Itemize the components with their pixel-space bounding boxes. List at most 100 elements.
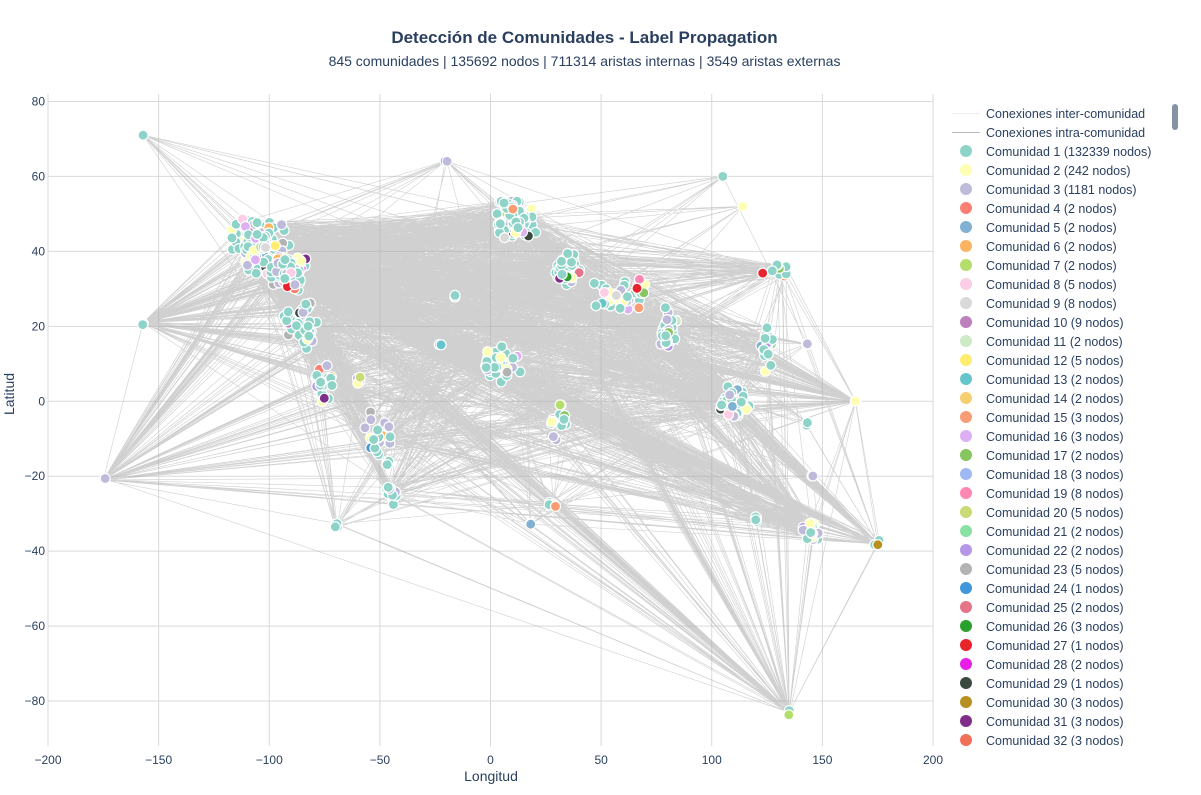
node-point[interactable]: [546, 416, 558, 428]
node-point[interactable]: [562, 247, 574, 260]
legend-scrollbar[interactable]: [1172, 104, 1178, 746]
node-point[interactable]: [372, 424, 384, 436]
node-point[interactable]: [289, 279, 301, 291]
node-point[interactable]: [757, 267, 769, 279]
node-point[interactable]: [279, 254, 291, 266]
legend-item[interactable]: Comunidad 21 (2 nodos): [950, 522, 1172, 541]
node-point[interactable]: [507, 352, 519, 364]
node-point[interactable]: [507, 203, 519, 215]
legend-item[interactable]: Comunidad 8 (5 nodos): [950, 275, 1172, 294]
node-point[interactable]: [365, 414, 377, 426]
node-point[interactable]: [226, 232, 238, 244]
node-point[interactable]: [495, 351, 507, 364]
node-point[interactable]: [555, 255, 568, 267]
legend-item[interactable]: Comunidad 30 (3 nodos): [950, 693, 1172, 712]
node-point[interactable]: [302, 320, 314, 332]
node-point[interactable]: [303, 330, 315, 342]
legend-item[interactable]: Comunidad 9 (8 nodos): [950, 294, 1172, 313]
node-point[interactable]: [382, 481, 394, 493]
node-point[interactable]: [295, 255, 307, 267]
node-point[interactable]: [435, 339, 447, 351]
node-point[interactable]: [717, 170, 729, 182]
node-point[interactable]: [383, 421, 395, 433]
legend-item[interactable]: Comunidad 2 (242 nodos): [950, 161, 1172, 180]
node-point[interactable]: [661, 314, 673, 326]
node-point[interactable]: [259, 241, 272, 254]
node-point[interactable]: [633, 302, 645, 314]
legend-item[interactable]: Comunidad 10 (9 nodos): [950, 313, 1172, 332]
node-point[interactable]: [326, 379, 338, 392]
legend-item[interactable]: Comunidad 13 (2 nodos): [950, 370, 1172, 389]
legend-scroll-thumb[interactable]: [1172, 104, 1178, 130]
node-point[interactable]: [659, 302, 672, 314]
legend-item[interactable]: Comunidad 1 (132339 nodos): [950, 142, 1172, 161]
node-point[interactable]: [269, 240, 281, 252]
node-point[interactable]: [276, 219, 288, 231]
node-point[interactable]: [801, 338, 813, 350]
node-point[interactable]: [715, 399, 728, 411]
legend-item[interactable]: Comunidad 6 (2 nodos): [950, 237, 1172, 256]
node-point[interactable]: [614, 302, 626, 314]
node-point[interactable]: [807, 470, 819, 482]
node-point[interactable]: [547, 431, 560, 443]
node-point[interactable]: [329, 521, 341, 533]
legend-item[interactable]: Comunidad 23 (5 nodos): [950, 560, 1172, 579]
node-point[interactable]: [849, 395, 861, 407]
node-point[interactable]: [381, 459, 393, 471]
legend-item[interactable]: Comunidad 12 (5 nodos): [950, 351, 1172, 370]
node-point[interactable]: [724, 389, 736, 401]
legend-item[interactable]: Comunidad 7 (2 nodos): [950, 256, 1172, 275]
legend-item[interactable]: Comunidad 25 (2 nodos): [950, 598, 1172, 617]
node-point[interactable]: [750, 514, 762, 526]
legend-item[interactable]: Comunidad 26 (3 nodos): [950, 617, 1172, 636]
node-point[interactable]: [499, 232, 511, 244]
node-point[interactable]: [598, 286, 611, 299]
legend-item[interactable]: Conexiones inter-comunidad: [950, 104, 1172, 123]
node-point[interactable]: [249, 254, 261, 266]
node-point[interactable]: [368, 433, 380, 446]
node-point[interactable]: [610, 289, 622, 301]
node-point[interactable]: [318, 392, 330, 404]
legend-item[interactable]: Comunidad 27 (1 nodos): [950, 636, 1172, 655]
legend-item[interactable]: Comunidad 32 (3 nodos): [950, 731, 1172, 746]
node-point[interactable]: [765, 359, 777, 371]
node-point[interactable]: [761, 322, 773, 334]
node-point[interactable]: [354, 371, 366, 383]
node-point[interactable]: [631, 282, 643, 294]
legend[interactable]: Conexiones inter-comunidad Conexiones int…: [950, 104, 1172, 746]
node-point[interactable]: [251, 228, 263, 240]
node-point[interactable]: [300, 298, 312, 310]
legend-item[interactable]: Comunidad 5 (2 nodos): [950, 218, 1172, 237]
legend-item[interactable]: Comunidad 16 (3 nodos): [950, 427, 1172, 446]
node-point[interactable]: [766, 265, 778, 277]
legend-item[interactable]: Comunidad 4 (2 nodos): [950, 199, 1172, 218]
legend-item[interactable]: Comunidad 24 (1 nodos): [950, 579, 1172, 598]
legend-item[interactable]: Comunidad 11 (2 nodos): [950, 332, 1172, 351]
node-point[interactable]: [556, 268, 568, 280]
node-point[interactable]: [290, 320, 302, 332]
node-point[interactable]: [282, 306, 294, 318]
node-point[interactable]: [737, 200, 749, 212]
node-point[interactable]: [783, 709, 795, 721]
node-point[interactable]: [251, 217, 263, 229]
legend-item[interactable]: Comunidad 14 (2 nodos): [950, 389, 1172, 408]
legend-item[interactable]: Conexiones intra-comunidad: [950, 123, 1172, 142]
node-point[interactable]: [588, 277, 601, 289]
node-point[interactable]: [590, 300, 602, 312]
node-point[interactable]: [137, 319, 149, 331]
node-point[interactable]: [494, 218, 506, 230]
node-point[interactable]: [501, 366, 513, 378]
legend-item[interactable]: Comunidad 28 (2 nodos): [950, 655, 1172, 674]
node-point[interactable]: [315, 376, 327, 388]
node-point[interactable]: [726, 400, 739, 412]
node-point[interactable]: [449, 289, 461, 301]
legend-item[interactable]: Comunidad 18 (3 nodos): [950, 465, 1172, 484]
node-point[interactable]: [441, 155, 453, 167]
node-point[interactable]: [759, 332, 771, 344]
legend-item[interactable]: Comunidad 20 (5 nodos): [950, 503, 1172, 522]
node-point[interactable]: [762, 348, 774, 360]
node-point[interactable]: [384, 431, 396, 443]
node-point[interactable]: [496, 341, 508, 353]
node-point[interactable]: [525, 518, 537, 530]
